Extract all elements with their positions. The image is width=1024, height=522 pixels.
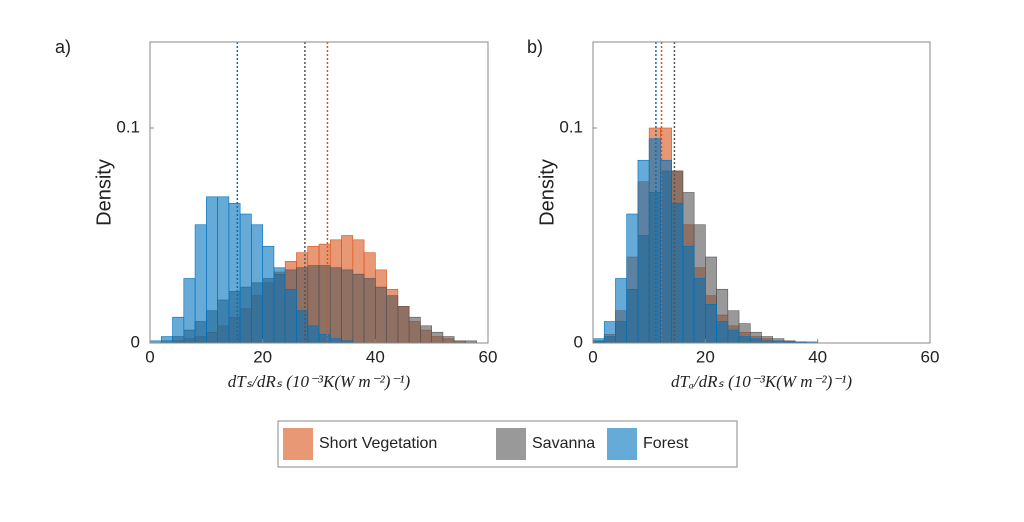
histogram-bar <box>648 138 661 344</box>
histogram-bar <box>262 245 275 344</box>
histogram-bar <box>160 336 173 344</box>
histogram-bar <box>296 310 309 344</box>
x-tick-label: 0 <box>588 347 597 366</box>
panel-label: a) <box>55 37 71 57</box>
histogram-bar <box>626 213 639 344</box>
histogram-bar <box>397 306 410 344</box>
histogram-bar <box>431 331 444 344</box>
histogram-bar <box>615 278 628 344</box>
histogram-bar <box>228 202 241 344</box>
y-tick-label: 0 <box>131 332 140 351</box>
histogram-bar <box>738 336 751 344</box>
histogram-bar <box>749 338 762 344</box>
histogram-bar <box>352 273 365 344</box>
x-tick-label: 40 <box>366 347 385 366</box>
histogram-bar <box>603 321 616 344</box>
histogram-bar <box>251 224 263 344</box>
histogram-bar <box>442 336 455 344</box>
x-tick-label: 20 <box>253 347 272 366</box>
histogram-bar <box>386 295 399 344</box>
histogram-bar <box>592 338 605 344</box>
panel-label: b) <box>527 37 543 57</box>
x-tick-label: 60 <box>479 347 498 366</box>
x-tick-label: 20 <box>696 347 715 366</box>
legend-label: Forest <box>643 435 689 452</box>
y-tick-label: 0.1 <box>116 117 140 136</box>
y-tick-label: 0 <box>574 332 583 351</box>
histogram-bar <box>682 245 695 344</box>
legend-swatch <box>607 428 637 460</box>
legend-label: Short Vegetation <box>319 435 437 452</box>
histogram-bar <box>239 213 252 344</box>
histogram-bar <box>420 325 432 344</box>
histogram-bar <box>375 286 387 344</box>
axes-box <box>592 41 931 344</box>
x-axis-label: dTₐ/dRₛ (10⁻³K(W m⁻²)⁻¹) <box>671 372 852 391</box>
histogram-bar <box>194 224 207 344</box>
histogram-bar <box>341 269 354 344</box>
histogram-bar <box>693 278 706 344</box>
histogram-bar <box>307 325 320 344</box>
histogram-bar <box>217 196 230 344</box>
x-tick-label: 40 <box>808 347 827 366</box>
legend-label: Savanna <box>532 435 595 452</box>
histogram-bar <box>705 303 717 344</box>
x-tick-label: 0 <box>145 347 154 366</box>
histogram-bar <box>716 321 729 344</box>
histogram-bar <box>318 334 331 344</box>
axes-box <box>149 41 489 344</box>
histogram-bar <box>329 267 342 344</box>
histogram-bar <box>183 278 196 344</box>
histogram-bar <box>172 316 185 344</box>
histogram-bar <box>671 202 684 344</box>
histogram-bar <box>206 196 218 344</box>
histogram-bar <box>363 278 376 344</box>
legend-swatch <box>496 428 526 460</box>
histogram-bar <box>284 288 297 344</box>
histogram-bar <box>318 265 331 344</box>
histogram-bar <box>329 338 342 344</box>
histogram-bar <box>273 267 286 344</box>
y-axis-label: Density <box>93 159 115 226</box>
x-tick-label: 60 <box>921 347 940 366</box>
y-axis-label: Density <box>536 159 558 226</box>
histogram-bar <box>727 329 740 344</box>
y-tick-label: 0.1 <box>559 117 583 136</box>
histogram-bar <box>408 316 421 344</box>
x-axis-label: dTₛ/dRₛ (10⁻³K(W m⁻²)⁻¹) <box>228 372 411 391</box>
histogram-bar <box>637 159 650 344</box>
legend-swatch <box>283 428 313 460</box>
